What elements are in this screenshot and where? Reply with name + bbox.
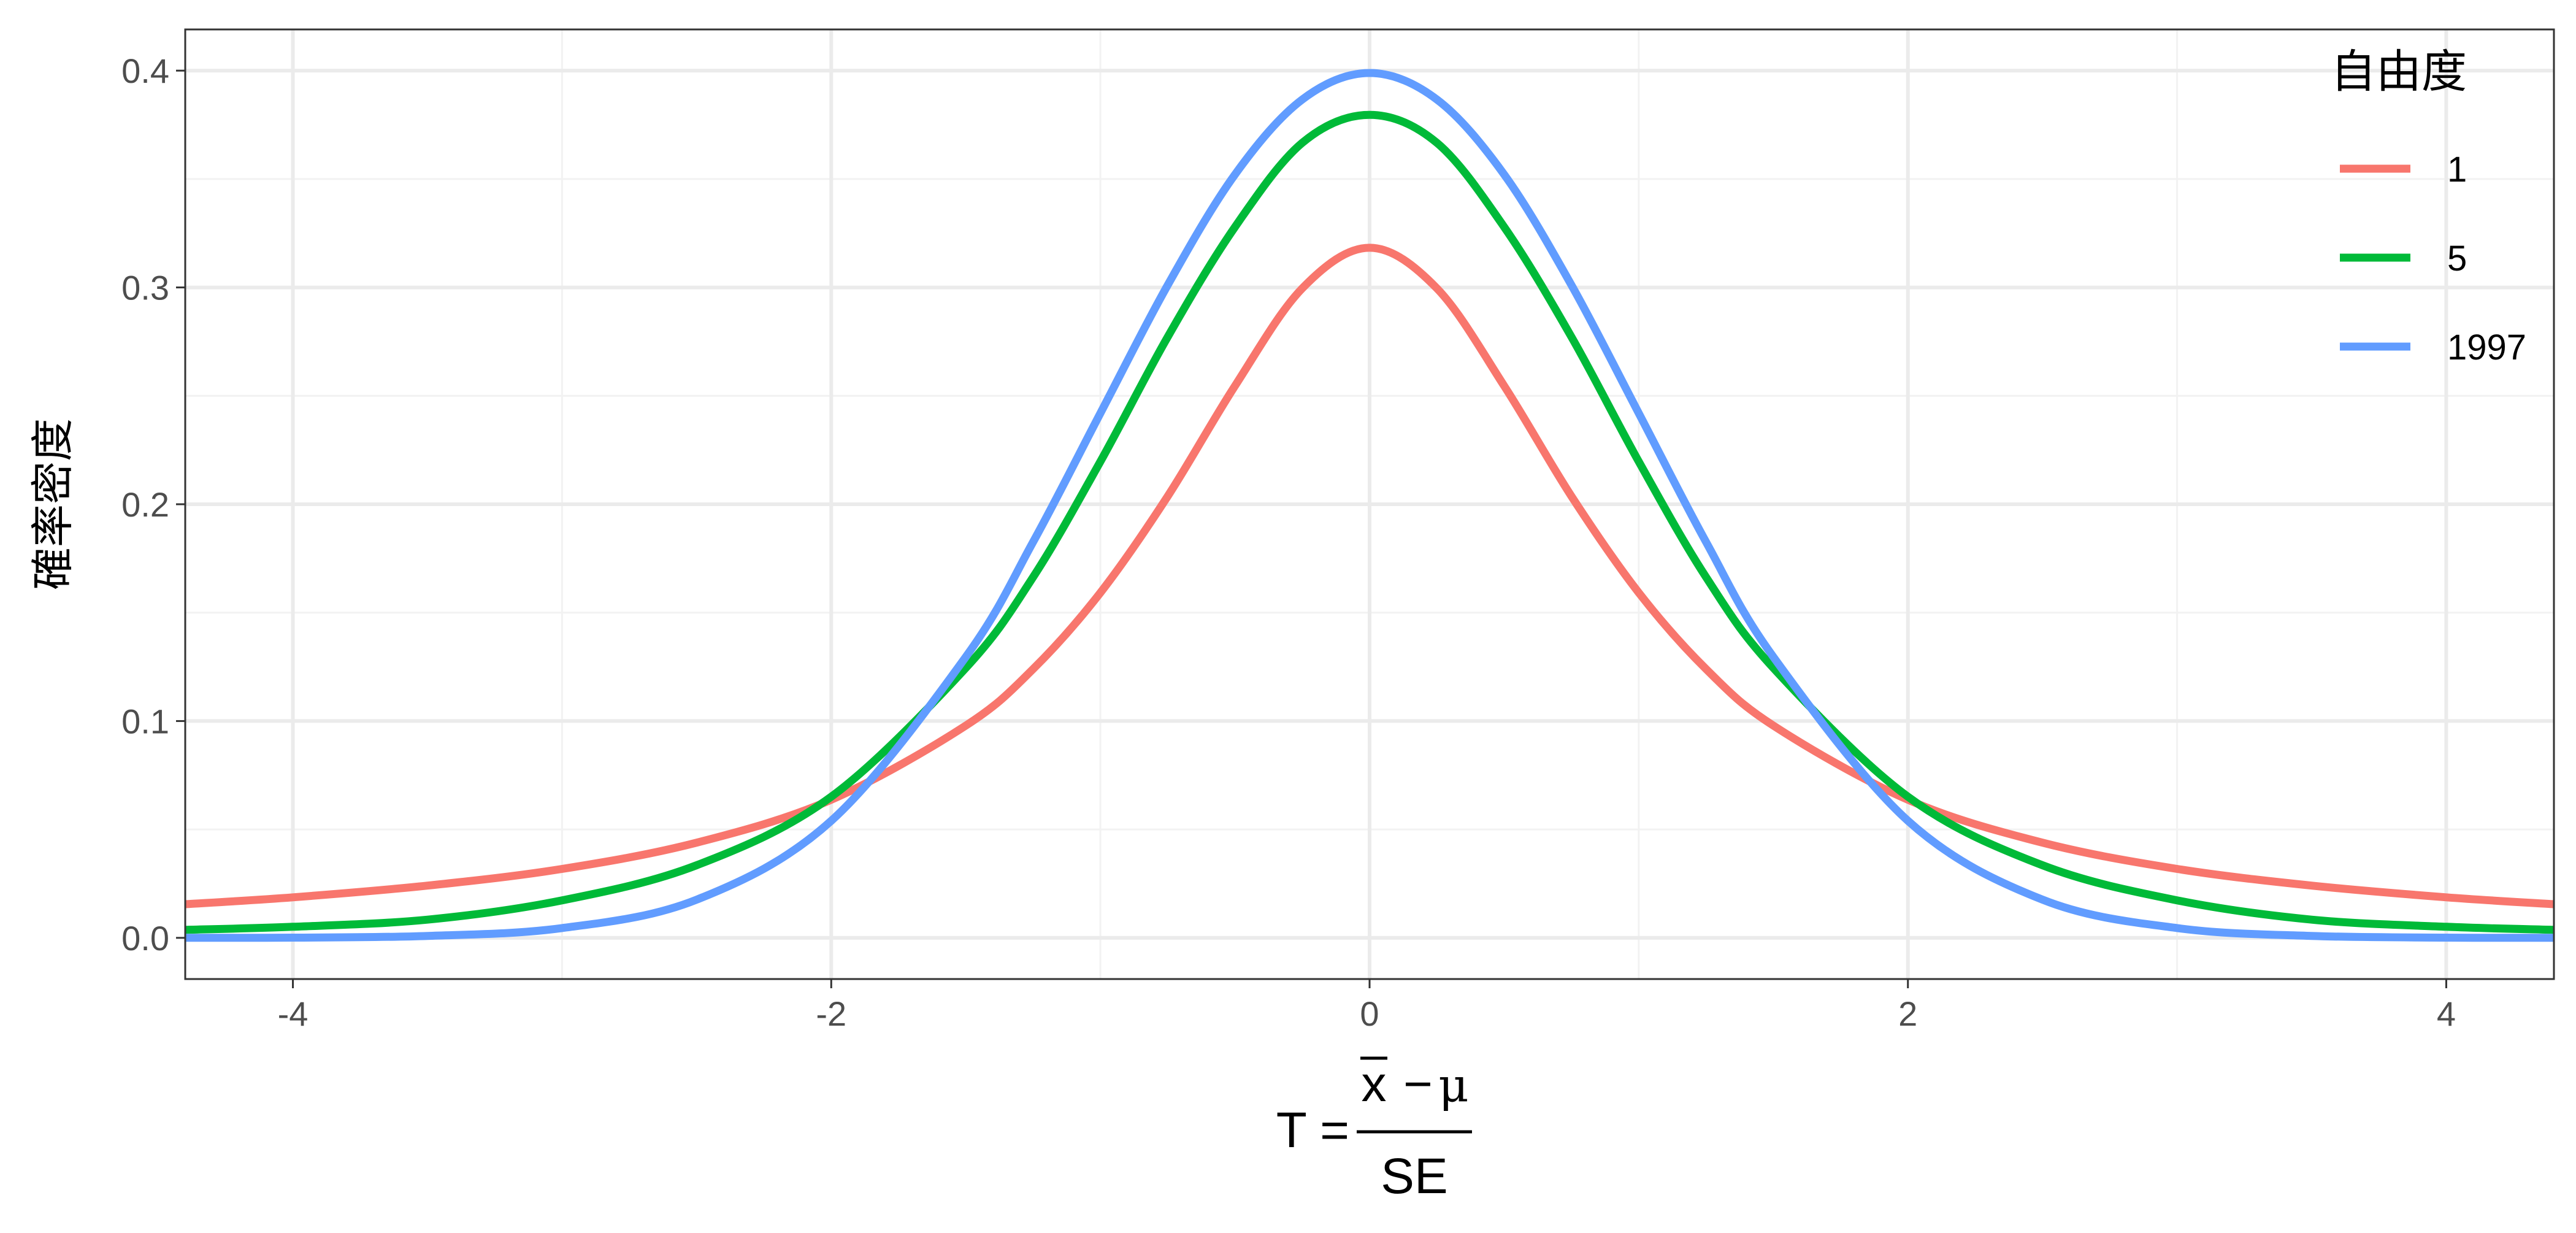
series-line-1 (185, 244, 2555, 908)
y-tick-label: 0.0 (121, 919, 169, 958)
series-line-5 (185, 110, 2555, 934)
x-axis-title-numerator-var: x (1362, 1056, 1387, 1112)
x-tick-label: -2 (816, 994, 846, 1033)
series-lines (185, 69, 2555, 942)
x-axis-title-numerator-op: − (1403, 1056, 1433, 1112)
series-line-1997 (185, 69, 2555, 942)
y-axis-title: 確率密度 (28, 418, 78, 590)
x-axis-ticks: -4 -2 0 2 4 (278, 979, 2456, 1033)
y-tick-label: 0.1 (121, 702, 169, 740)
legend-label-1: 1 (2447, 150, 2467, 190)
x-axis-title-denominator: SE (1381, 1148, 1447, 1204)
y-tick-label: 0.3 (121, 269, 169, 307)
legend-label-5: 5 (2447, 239, 2467, 278)
x-tick-label: 0 (1360, 994, 1379, 1033)
y-axis-ticks: 0.0 0.1 0.2 0.3 0.4 (121, 52, 185, 958)
legend-title: 自由度 (2331, 45, 2467, 98)
legend-entries: 1 5 1997 (2340, 150, 2526, 367)
y-tick-label: 0.4 (121, 52, 169, 90)
x-axis-title-numerator-mu: μ (1438, 1058, 1468, 1112)
x-tick-label: 2 (1898, 994, 1917, 1033)
x-axis-title: T = x − μ SE (1276, 1056, 1472, 1204)
x-tick-label: 4 (2437, 994, 2456, 1033)
legend-label-1997: 1997 (2447, 328, 2526, 367)
y-tick-label: 0.2 (121, 485, 169, 524)
x-axis-title-lhs: T = (1276, 1102, 1349, 1158)
x-tick-label: -4 (278, 994, 309, 1033)
major-gridlines (185, 29, 2554, 979)
legend: 自由度 1 5 1997 (2331, 45, 2526, 367)
